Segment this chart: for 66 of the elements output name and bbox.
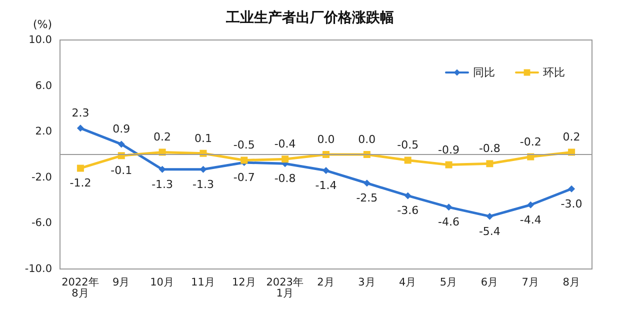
data-label: -0.8: [478, 142, 500, 156]
x-tick-label: 6月: [480, 276, 499, 288]
data-label: -0.1: [110, 164, 132, 178]
x-tick-label: 3月: [358, 276, 376, 288]
point: [76, 164, 84, 172]
data-label: -1.4: [315, 179, 337, 192]
point: [200, 166, 207, 173]
x-tick-label: 2月: [317, 276, 335, 288]
point: [363, 180, 370, 187]
y-tick-label: 10.0: [28, 34, 52, 46]
point: [486, 160, 494, 168]
y-tick-label: 2.0: [35, 126, 52, 138]
x-tick-label: 4月: [399, 276, 417, 288]
data-label: 0.2: [154, 130, 172, 144]
data-label: -2.5: [356, 192, 378, 205]
y-tick-label: -6.0: [32, 217, 52, 230]
x-tick-label: 11月: [191, 276, 216, 288]
data-label: -0.7: [233, 171, 255, 184]
x-tick-label: 9月: [112, 276, 130, 288]
point: [322, 167, 330, 174]
data-label: -4.4: [520, 213, 542, 226]
x-tick-label: 5月: [440, 276, 458, 288]
point: [568, 185, 576, 192]
y-axis-title: (%): [32, 18, 52, 31]
data-label: -0.8: [274, 172, 296, 186]
point: [486, 212, 494, 220]
point: [404, 156, 412, 164]
point: [404, 192, 412, 200]
x-tick-label: 7月: [522, 276, 540, 288]
data-label: -1.3: [192, 178, 214, 191]
x-tick-label: 2022年 8月: [62, 276, 100, 300]
data-label: 0.0: [317, 133, 335, 146]
data-label: 0.2: [562, 130, 580, 144]
data-label: 0.9: [112, 122, 130, 136]
data-label: -0.5: [397, 138, 419, 152]
x-tick-label: 2023年 1月: [266, 276, 304, 300]
data-label: -5.4: [478, 224, 500, 238]
data-label: -1.2: [70, 176, 92, 190]
legend-label: 环比: [543, 66, 565, 79]
data-label: -1.3: [152, 178, 174, 191]
x-tick-label: 8月: [562, 276, 580, 288]
point: [76, 124, 84, 132]
y-tick-label: -2.0: [32, 171, 52, 184]
point: [158, 166, 166, 173]
data-label: -3.0: [560, 197, 582, 210]
data-label: -0.9: [438, 143, 460, 156]
data-label: -0.4: [274, 138, 296, 151]
point: [527, 201, 534, 208]
chart-title: 工业生产者出厂价格涨跌幅: [225, 9, 394, 26]
point: [240, 156, 248, 164]
data-label: 2.3: [72, 106, 90, 120]
point: [118, 140, 125, 148]
legend-label: 同比: [473, 66, 495, 79]
x-tick-label: 12月: [232, 276, 256, 288]
point: [445, 204, 452, 211]
data-label: -4.6: [438, 216, 460, 229]
y-tick-label: -10.0: [24, 263, 52, 275]
point: [445, 161, 452, 168]
data-label: -3.6: [397, 204, 419, 218]
data-label: 0.0: [358, 133, 376, 146]
data-label: -0.5: [233, 138, 255, 152]
point: [282, 156, 289, 163]
data-label: 0.1: [194, 132, 212, 145]
y-tick-label: 6.0: [35, 80, 52, 92]
x-tick-label: 10月: [150, 276, 174, 288]
data-label: -0.2: [520, 135, 542, 148]
